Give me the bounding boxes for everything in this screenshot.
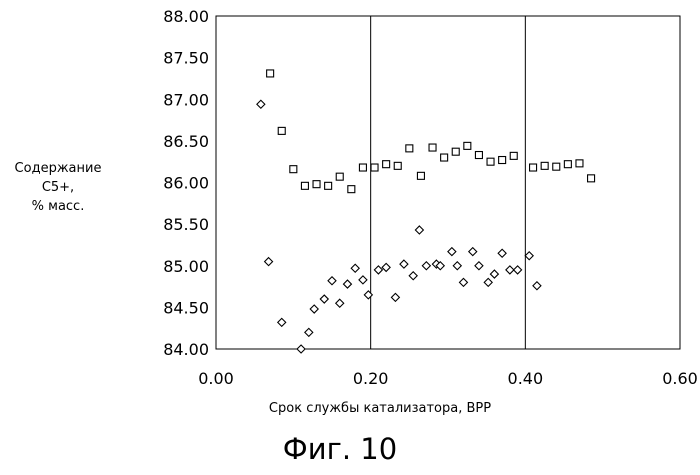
square-marker xyxy=(406,145,413,152)
square-marker xyxy=(267,70,274,77)
y-axis-label: Содержание С5+, % масс. xyxy=(2,159,114,216)
y-tick-label: 84.50 xyxy=(163,298,209,317)
square-marker xyxy=(576,160,583,167)
y-axis-label-line-1: Содержание С5+, xyxy=(2,159,114,197)
square-marker xyxy=(475,152,482,159)
y-tick-label: 88.00 xyxy=(163,7,209,26)
y-tick-label: 86.00 xyxy=(163,174,209,193)
square-marker xyxy=(313,181,320,188)
square-marker xyxy=(383,161,390,168)
square-marker xyxy=(510,152,517,159)
square-marker xyxy=(530,164,537,171)
y-axis-label-line-2: % масс. xyxy=(2,197,114,216)
y-tick-label: 84.00 xyxy=(163,340,209,359)
square-marker xyxy=(371,164,378,171)
y-tick-label: 86.50 xyxy=(163,132,209,151)
square-marker xyxy=(348,186,355,193)
square-marker xyxy=(464,142,471,149)
square-marker xyxy=(301,182,308,189)
y-tick-label: 85.00 xyxy=(163,257,209,276)
square-marker xyxy=(588,175,595,182)
square-marker xyxy=(417,172,424,179)
y-tick-label: 85.50 xyxy=(163,215,209,234)
square-marker xyxy=(290,166,297,173)
x-tick-label: 0.60 xyxy=(662,369,698,388)
square-marker xyxy=(553,163,560,170)
square-marker xyxy=(429,144,436,151)
x-tick-label: 0.00 xyxy=(198,369,234,388)
y-tick-label: 87.00 xyxy=(163,90,209,109)
figure-caption: Фиг. 10 xyxy=(230,432,450,466)
square-marker xyxy=(325,182,332,189)
y-tick-labels: 88.00 87.50 87.00 86.50 86.00 85.50 85.00 84.50… xyxy=(163,7,209,359)
square-marker xyxy=(452,148,459,155)
square-marker xyxy=(394,162,401,169)
square-marker xyxy=(278,127,285,134)
x-tick-label: 0.40 xyxy=(508,369,544,388)
square-marker xyxy=(541,162,548,169)
plot-area xyxy=(216,16,680,349)
square-marker xyxy=(359,164,366,171)
x-tick-label: 0.20 xyxy=(353,369,389,388)
square-marker xyxy=(441,154,448,161)
y-tick-label: 87.50 xyxy=(163,49,209,68)
square-marker xyxy=(564,161,571,168)
x-axis-label: Срок службы катализатора, ВРР xyxy=(250,401,510,416)
square-marker xyxy=(336,173,343,180)
square-marker xyxy=(499,157,506,164)
square-marker xyxy=(487,158,494,165)
x-tick-labels: 0.00 0.20 0.40 0.60 xyxy=(198,369,698,388)
